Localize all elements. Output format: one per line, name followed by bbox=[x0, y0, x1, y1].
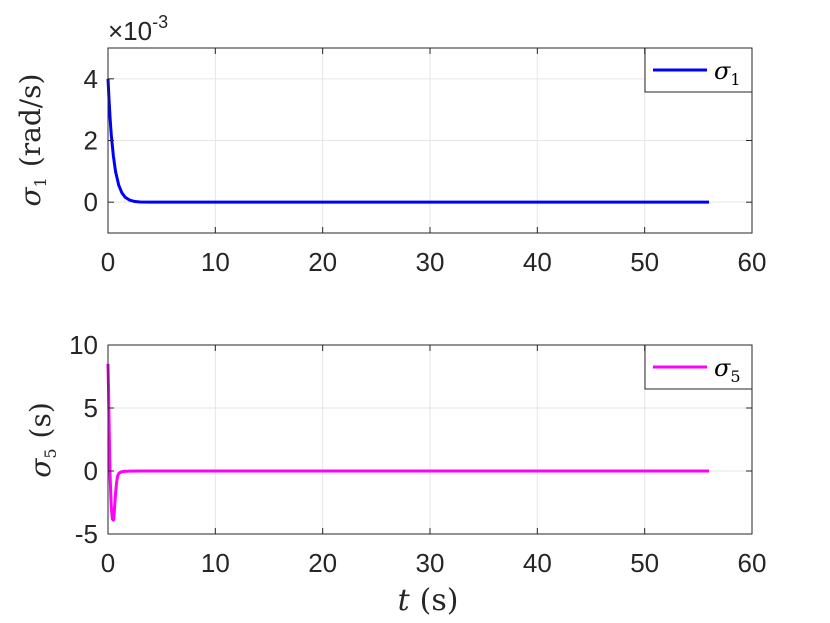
x-tick-label: 10 bbox=[201, 548, 230, 578]
svg-text:σ1(rad/s): σ1(rad/s) bbox=[14, 74, 50, 207]
x-tick-label: 50 bbox=[630, 247, 659, 277]
y-tick-label: 0 bbox=[84, 187, 98, 217]
x-tick-label: 10 bbox=[201, 247, 230, 277]
x-tick-label: 20 bbox=[308, 548, 337, 578]
top-y-exponent: ×10-3 bbox=[108, 12, 168, 46]
x-tick-label: 0 bbox=[101, 247, 115, 277]
x-tick-label: 0 bbox=[101, 548, 115, 578]
top-ticks: 0 10 20 30 40 50 60 0 2 4 bbox=[84, 48, 767, 277]
bottom-x-label: t (s) bbox=[398, 583, 459, 618]
top-legend: σ1 bbox=[644, 47, 753, 93]
x-tick-label: 20 bbox=[308, 247, 337, 277]
top-legend-label: σ1 bbox=[714, 57, 741, 89]
bottom-y-label: σ5(s) bbox=[24, 402, 60, 478]
y-tick-label: 2 bbox=[84, 126, 98, 156]
bottom-series bbox=[106, 363, 710, 522]
x-tick-label: 40 bbox=[523, 247, 552, 277]
y-tick-label: 5 bbox=[84, 393, 98, 423]
x-tick-label: 30 bbox=[416, 247, 445, 277]
bottom-legend: σ5 bbox=[644, 344, 753, 390]
series-line bbox=[106, 363, 710, 522]
x-tick-label: 40 bbox=[523, 548, 552, 578]
top-series bbox=[106, 78, 710, 204]
x-tick-label: 60 bbox=[738, 247, 767, 277]
y-tick-label: 10 bbox=[69, 330, 98, 360]
top-subplot: 0 10 20 30 40 50 60 0 2 4 ×10-3 σ1(rad/s) σ1 bbox=[14, 12, 766, 277]
y-tick-label: 0 bbox=[84, 456, 98, 486]
y-tick-label: -5 bbox=[75, 519, 98, 549]
top-y-label: σ1(rad/s) bbox=[14, 74, 50, 207]
x-tick-label: 30 bbox=[416, 548, 445, 578]
series-line bbox=[106, 78, 710, 204]
svg-text:σ5(s): σ5(s) bbox=[24, 402, 60, 478]
bottom-legend-label: σ5 bbox=[714, 354, 741, 386]
x-tick-label: 50 bbox=[630, 548, 659, 578]
y-tick-label: 4 bbox=[84, 64, 98, 94]
x-tick-label: 60 bbox=[738, 548, 767, 578]
